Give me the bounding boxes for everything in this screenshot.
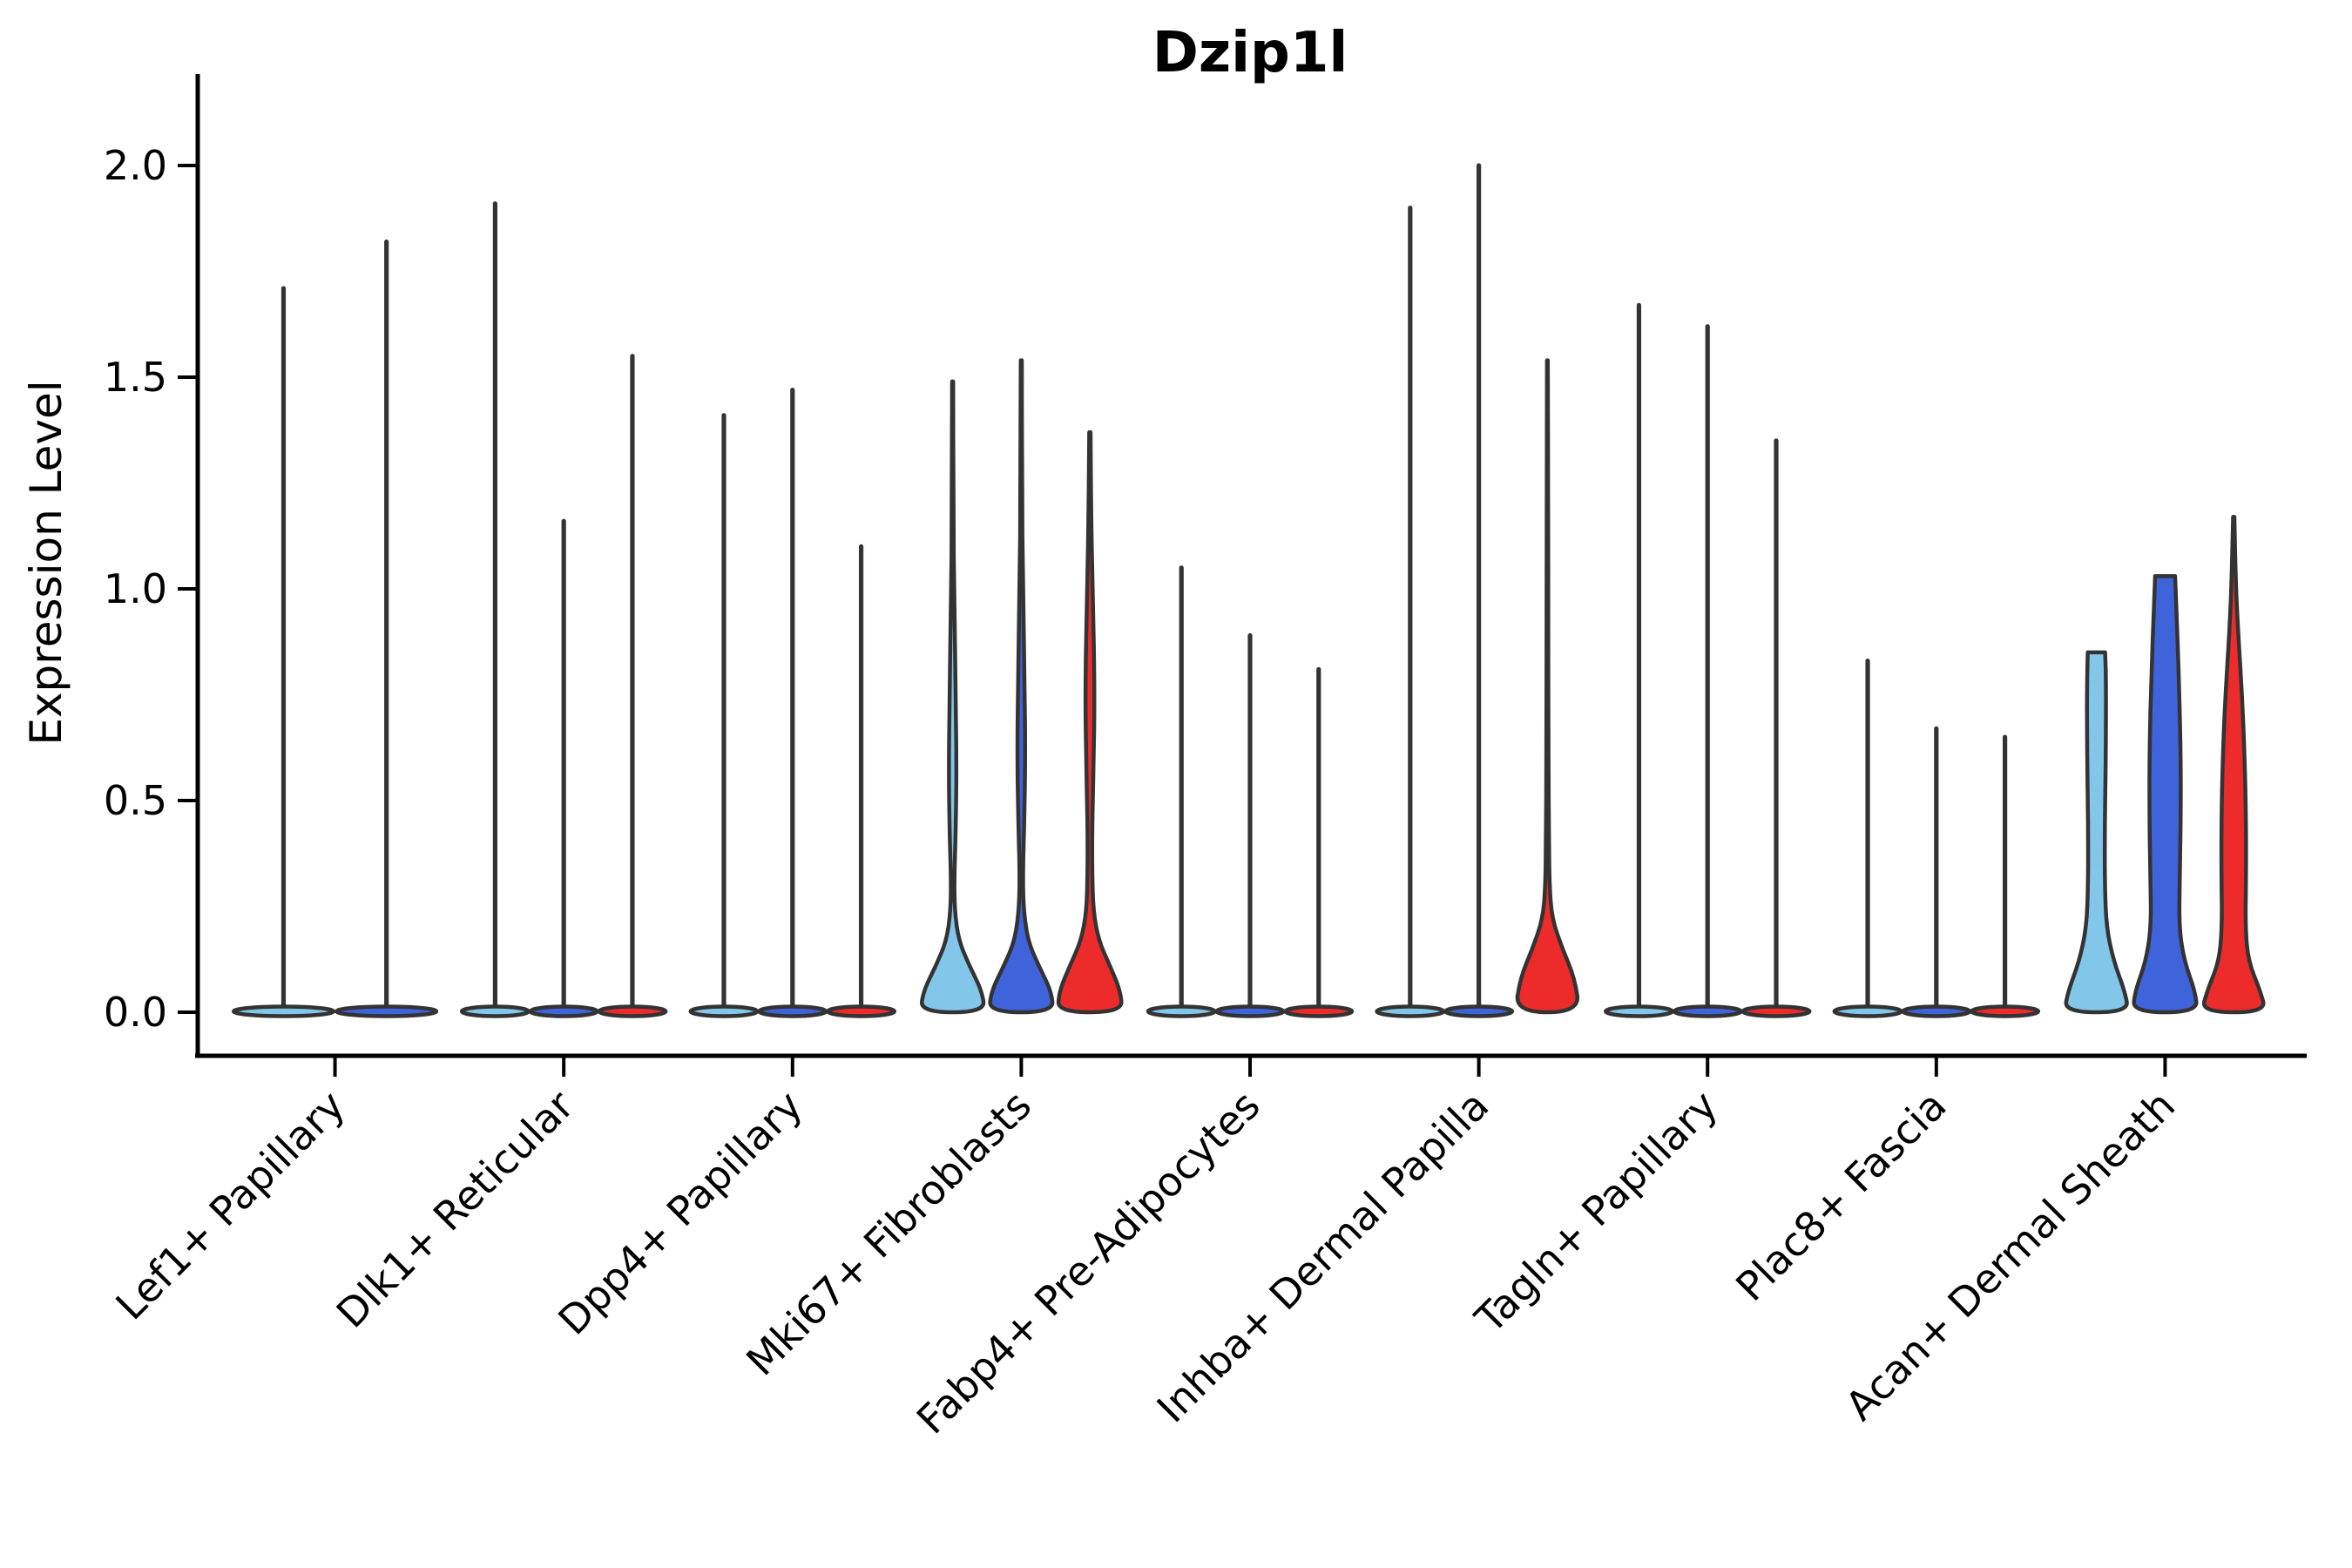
violin-fabp4-blue: [1214, 632, 1286, 1018]
violin-base: [1146, 1004, 1217, 1018]
violin-inhba-lightblue: [1375, 206, 1446, 1018]
violin-base: [459, 1004, 531, 1018]
y-axis-label: Expression Level: [21, 380, 71, 745]
violin-body: [1515, 358, 1579, 1015]
violin-dlk1-lightblue: [459, 201, 531, 1018]
violin-base: [1970, 1004, 2041, 1018]
violin-tagln-blue: [1672, 324, 1743, 1018]
violin-body: [2132, 574, 2199, 1015]
violin-fabp4-red: [1283, 666, 1355, 1018]
y-tick-label: 1.5: [104, 354, 167, 401]
violin-base: [335, 1004, 439, 1018]
violin-body: [920, 379, 986, 1015]
violin-base: [528, 1004, 599, 1018]
violin-body: [2064, 650, 2129, 1015]
violin-lef1-lightblue: [231, 286, 336, 1018]
x-tick-label-3: Dpp4+ Papillary: [549, 1082, 811, 1344]
violin-base: [1901, 1004, 1972, 1018]
violin-acan-blue: [2132, 574, 2199, 1015]
violin-base: [1672, 1004, 1743, 1018]
violin-tagln-red: [1740, 438, 1812, 1018]
violin-base: [231, 1004, 336, 1018]
violin-mki67-blue: [988, 358, 1055, 1015]
violin-base: [1443, 1004, 1515, 1018]
violin-body: [1056, 429, 1124, 1015]
y-tick-label: 0.5: [104, 777, 167, 824]
violin-dlk1-blue: [528, 518, 599, 1018]
violin-body: [988, 358, 1055, 1015]
violin-base: [1283, 1004, 1355, 1018]
violin-base: [1375, 1004, 1446, 1018]
y-tick-label: 2.0: [104, 142, 167, 189]
violin-plac8-blue: [1901, 726, 1972, 1018]
y-tick-label: 1.0: [104, 565, 167, 612]
violin-acan-red: [2201, 515, 2266, 1015]
y-tick-label: 0.0: [104, 989, 167, 1036]
violin-mki67-red: [1056, 429, 1124, 1015]
x-tick-label-1: Lef1+ Papillary: [106, 1082, 354, 1329]
violin-dpp4-blue: [757, 387, 828, 1018]
violin-plac8-lightblue: [1832, 659, 1903, 1018]
violin-base: [757, 1004, 828, 1018]
violin-acan-lightblue: [2064, 650, 2129, 1015]
violin-base: [688, 1004, 760, 1018]
chart-title: Dzip1l: [1152, 21, 1348, 85]
violin-base: [1832, 1004, 1903, 1018]
violin-dpp4-lightblue: [688, 413, 760, 1018]
violin-base: [1603, 1004, 1674, 1018]
violins-layer: [231, 163, 2266, 1018]
violin-base: [597, 1004, 668, 1018]
violin-fabp4-lightblue: [1146, 565, 1217, 1018]
x-tick-label-2: Dlk1+ Reticular: [328, 1082, 583, 1337]
violin-dpp4-red: [826, 544, 897, 1018]
violin-base: [1214, 1004, 1286, 1018]
violin-plac8-red: [1970, 734, 2041, 1018]
violin-tagln-lightblue: [1603, 302, 1674, 1018]
violin-inhba-blue: [1443, 163, 1515, 1018]
violin-base: [1740, 1004, 1812, 1018]
violin-inhba-red: [1515, 358, 1579, 1015]
violin-base: [826, 1004, 897, 1018]
violin-body: [2201, 515, 2266, 1015]
violin-dlk1-red: [597, 354, 668, 1018]
violin-mki67-lightblue: [920, 379, 986, 1015]
x-tick-label-8: Plac8+ Fascia: [1727, 1082, 1955, 1310]
violin-lef1-blue: [335, 239, 439, 1018]
x-tick-label-7: Tagln+ Papillary: [1465, 1082, 1727, 1343]
